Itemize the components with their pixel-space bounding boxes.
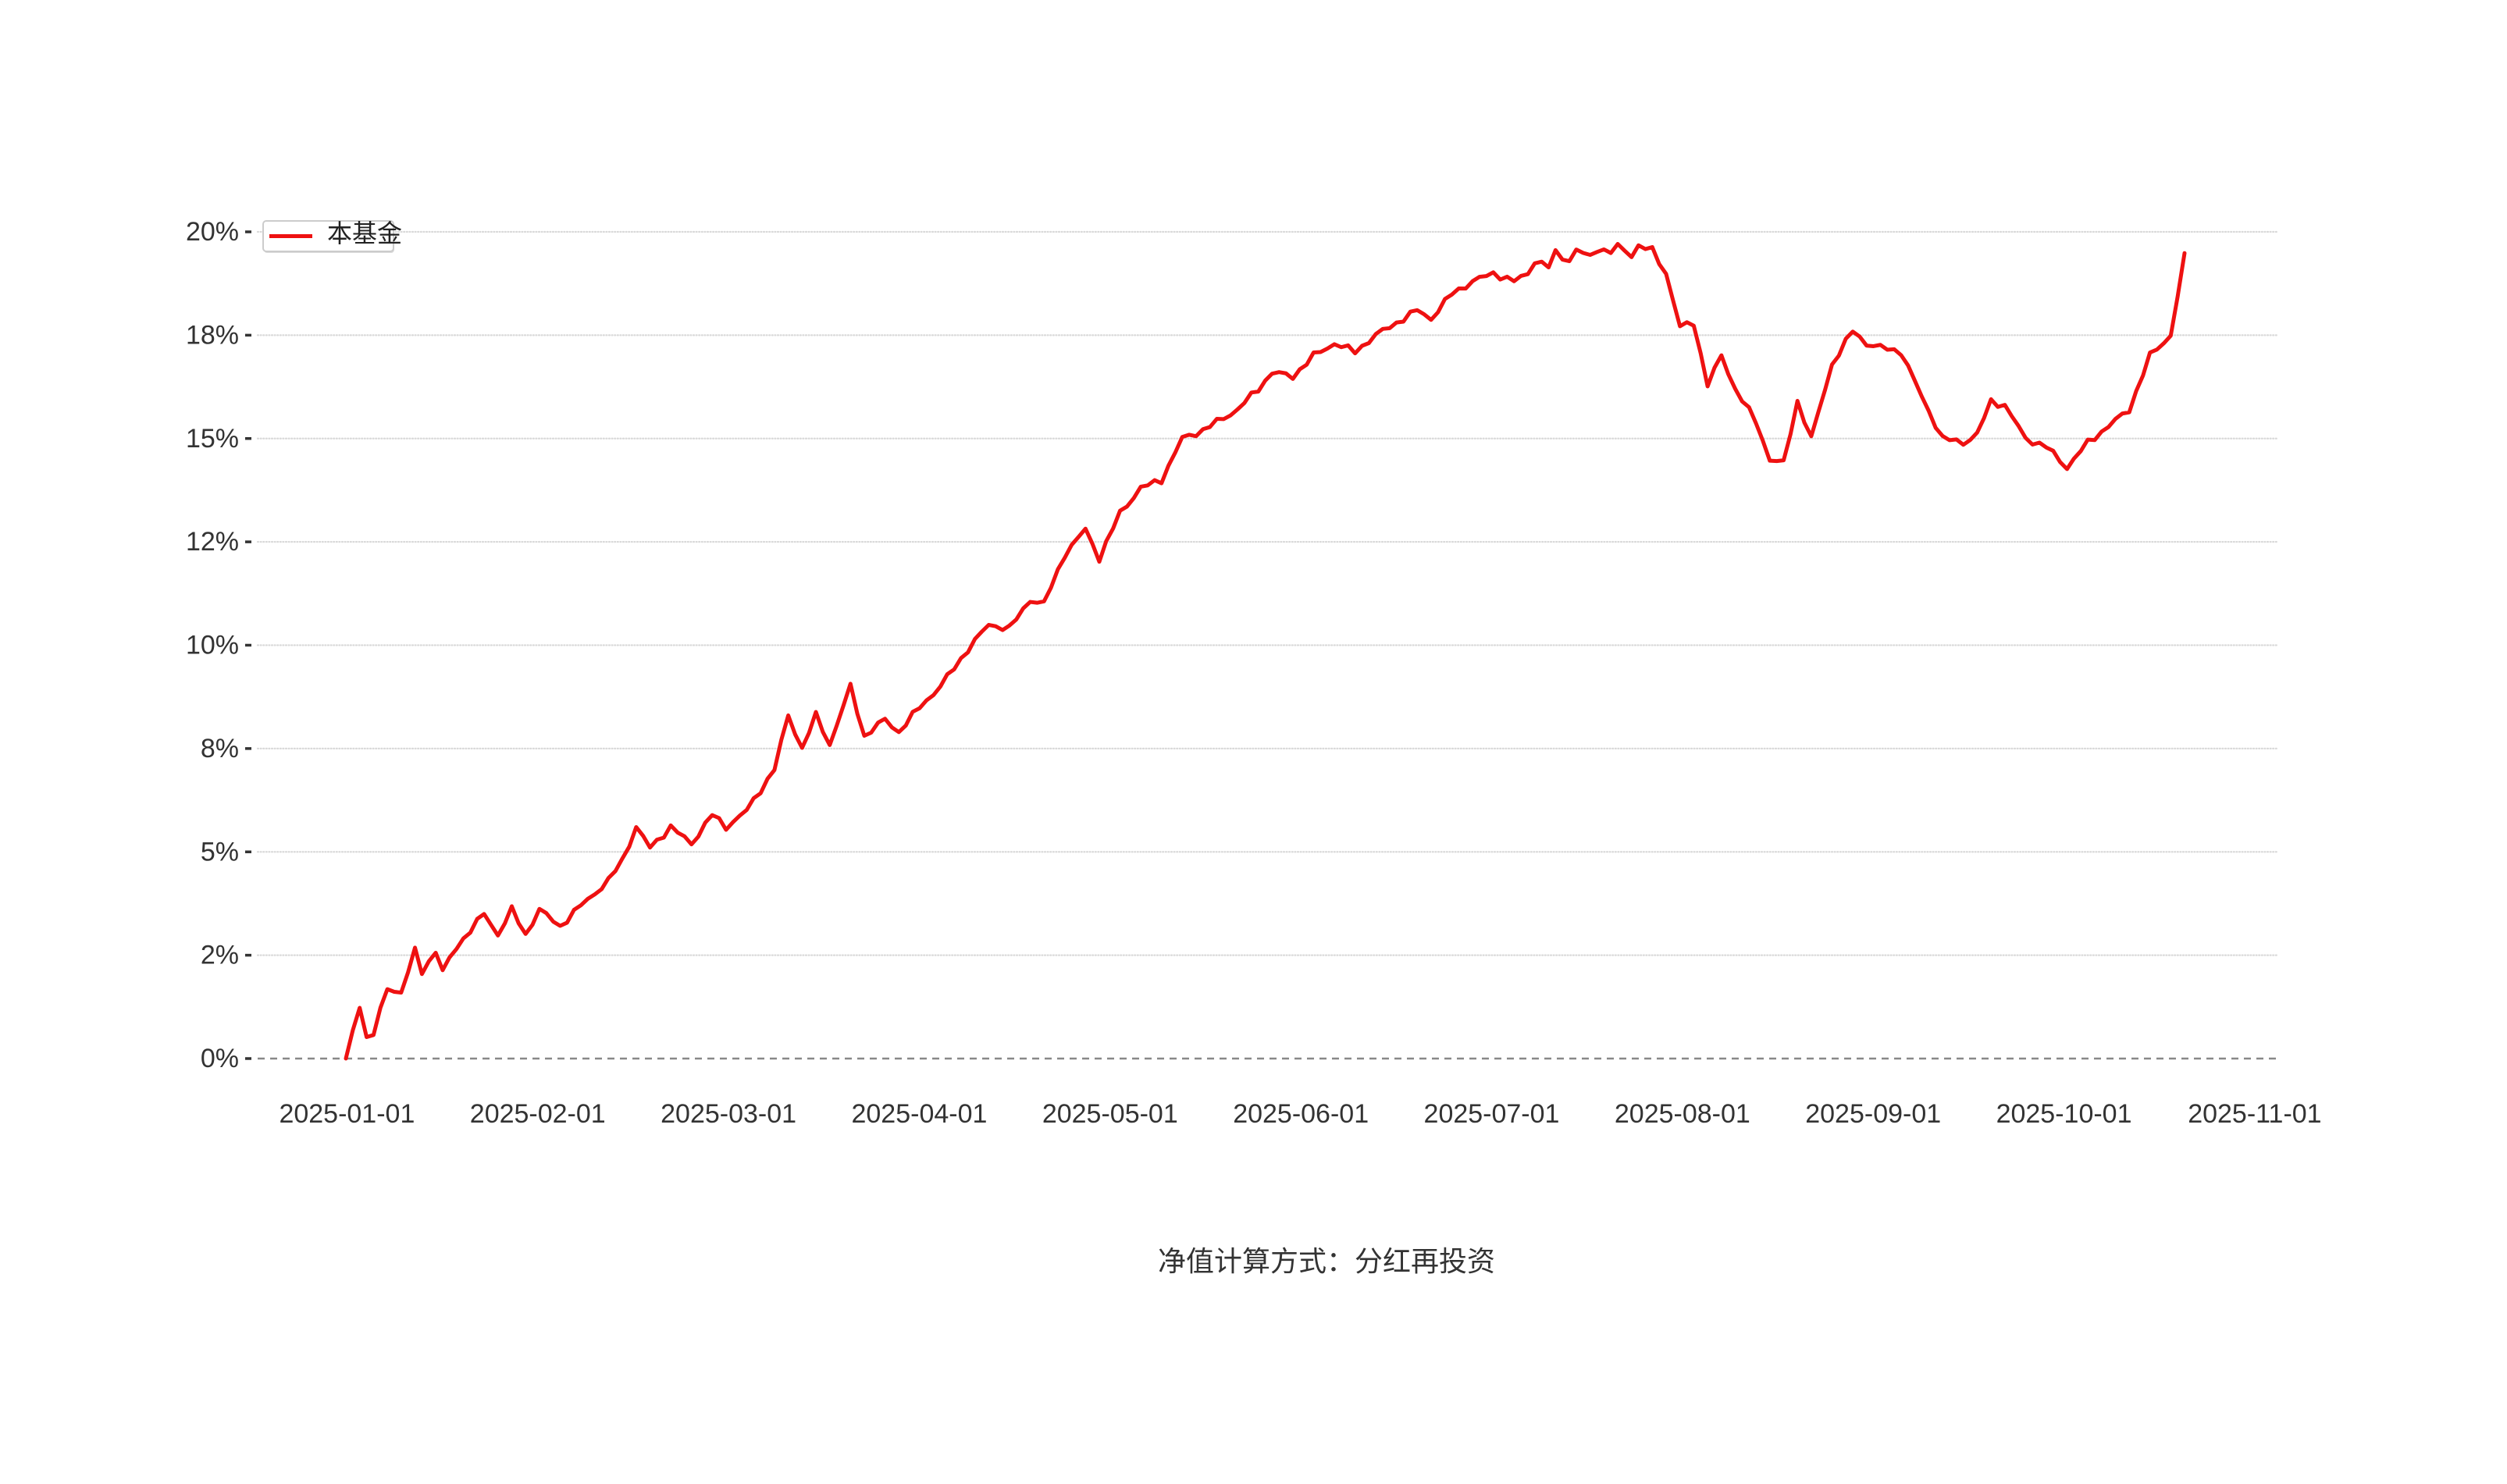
svg-text:2025-11-01: 2025-11-01 [2188, 1099, 2321, 1129]
svg-text:15%: 15% [186, 424, 239, 454]
svg-text:2%: 2% [201, 941, 239, 970]
svg-text:2025-04-01: 2025-04-01 [851, 1099, 987, 1129]
svg-text:20%: 20% [186, 217, 239, 247]
svg-text:10%: 10% [186, 631, 239, 660]
svg-text:净值计算方式：分红再投资: 净值计算方式：分红再投资 [1158, 1245, 1495, 1277]
svg-text:2025-08-01: 2025-08-01 [1615, 1099, 1750, 1129]
svg-text:2025-02-01: 2025-02-01 [470, 1099, 606, 1129]
svg-text:2025-01-01: 2025-01-01 [279, 1099, 415, 1129]
svg-text:2025-09-01: 2025-09-01 [1805, 1099, 1941, 1129]
svg-text:18%: 18% [186, 320, 239, 350]
svg-text:2025-10-01: 2025-10-01 [1996, 1099, 2132, 1129]
svg-text:0%: 0% [201, 1044, 239, 1073]
svg-text:8%: 8% [201, 734, 239, 763]
svg-text:2025-06-01: 2025-06-01 [1233, 1099, 1369, 1129]
svg-text:2025-05-01: 2025-05-01 [1042, 1099, 1178, 1129]
svg-text:2025-07-01: 2025-07-01 [1424, 1099, 1560, 1129]
svg-text:本基金: 本基金 [327, 219, 402, 247]
svg-text:2025-03-01: 2025-03-01 [661, 1099, 796, 1129]
svg-text:5%: 5% [201, 837, 239, 867]
svg-text:12%: 12% [186, 527, 239, 557]
